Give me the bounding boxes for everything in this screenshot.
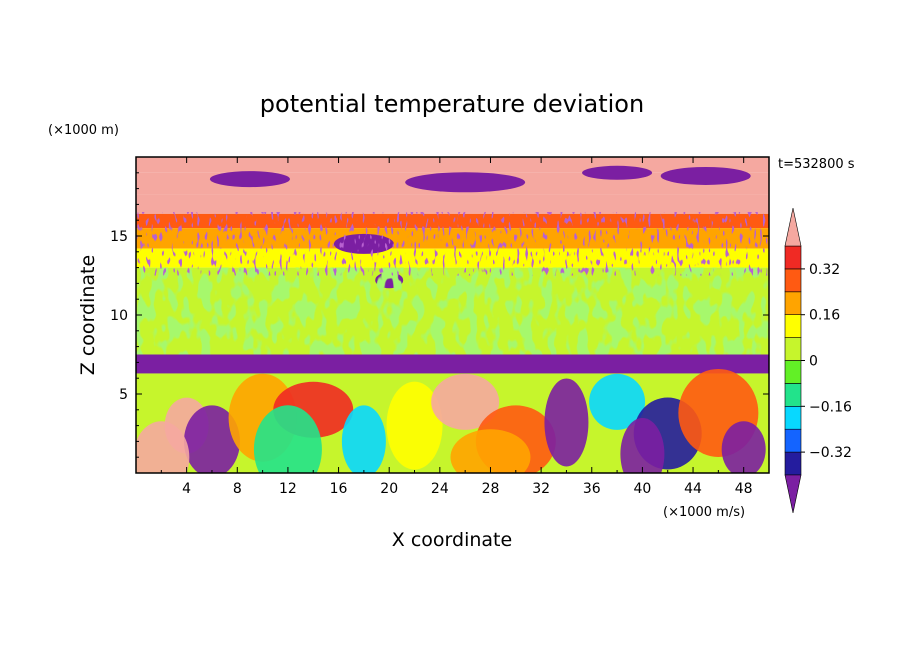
colorbar-box-9: [784, 245, 802, 270]
y-axis: 5 10 15: [110, 172, 769, 458]
x-tick-label-2: 12: [279, 481, 297, 497]
y-tick-label-1: 10: [110, 308, 128, 324]
x-tick-label-5: 24: [431, 481, 449, 497]
x-tick-label-9: 40: [633, 481, 651, 497]
colorbar-box-7: [784, 291, 802, 315]
field-patch-1: [405, 172, 526, 193]
y-units-label: (×1000 m): [48, 123, 119, 138]
colorbar-box-6: [784, 314, 802, 338]
colorbar-box-0: [784, 451, 802, 476]
field-blob-1: [183, 405, 240, 473]
x-axis-label: X coordinate: [392, 529, 512, 551]
field-blob-15: [450, 429, 531, 473]
colorbar-box-1: [784, 428, 802, 453]
colorbar-box-2: [784, 405, 802, 430]
field-blob-13: [136, 421, 190, 473]
colorbar-extend-bottom: [784, 474, 802, 514]
colorbar: 0.32 0.16 0 −0.16 −0.32: [784, 207, 852, 514]
x-tick-label-4: 20: [380, 481, 398, 497]
field-band-7: [136, 354, 769, 374]
x-axis: 4 8 12 16 20 24 28 32 36 40 44 48: [160, 157, 753, 497]
colorbar-label-0: 0.32: [809, 262, 840, 278]
field-band-2: [136, 194, 769, 214]
colorbar-box-5: [784, 337, 802, 361]
x-tick-label-11: 48: [735, 481, 753, 497]
colorbar-box-4: [784, 360, 802, 384]
x-tick-label-1: 8: [233, 481, 242, 497]
x-tick-label-0: 4: [182, 481, 191, 497]
field-texture-mid: [136, 267, 769, 355]
field-texture-upper: [136, 212, 769, 276]
y-tick-label-0: 5: [119, 387, 128, 403]
colorbar-label-4: −0.32: [809, 445, 852, 461]
chart-title: potential temperature deviation: [260, 90, 644, 118]
field-patch-0: [209, 171, 290, 188]
x-tick-label-6: 28: [482, 481, 500, 497]
x-tick-label-8: 36: [583, 481, 601, 497]
colorbar-box-3: [784, 383, 802, 407]
field-patch-2: [582, 165, 653, 180]
field-blob-5: [386, 381, 443, 470]
field-patch-3: [660, 166, 751, 185]
colorbar-label-3: −0.16: [809, 399, 852, 415]
field-blob-12: [721, 421, 766, 473]
x-tick-label-10: 44: [684, 481, 702, 497]
field-blob-8: [544, 378, 589, 467]
field-blob-6: [431, 373, 500, 430]
colorbar-label-2: 0: [809, 354, 818, 370]
time-label: t=532800 s: [778, 157, 855, 172]
x-tick-label-7: 32: [532, 481, 550, 497]
field-blob-16: [620, 418, 665, 473]
y-tick-label-2: 15: [110, 229, 128, 245]
x-units-label: (×1000 m/s): [663, 505, 745, 520]
colorbar-box-8: [784, 268, 802, 293]
field-blob-4: [341, 405, 386, 473]
x-tick-label-3: 16: [330, 481, 348, 497]
colorbar-extend-top: [784, 207, 802, 247]
colorbar-label-1: 0.16: [809, 308, 840, 324]
field-blob-14: [253, 405, 322, 473]
y-axis-label: Z coordinate: [77, 255, 99, 375]
plot-area: [136, 157, 769, 473]
field-blob-9: [589, 373, 646, 430]
